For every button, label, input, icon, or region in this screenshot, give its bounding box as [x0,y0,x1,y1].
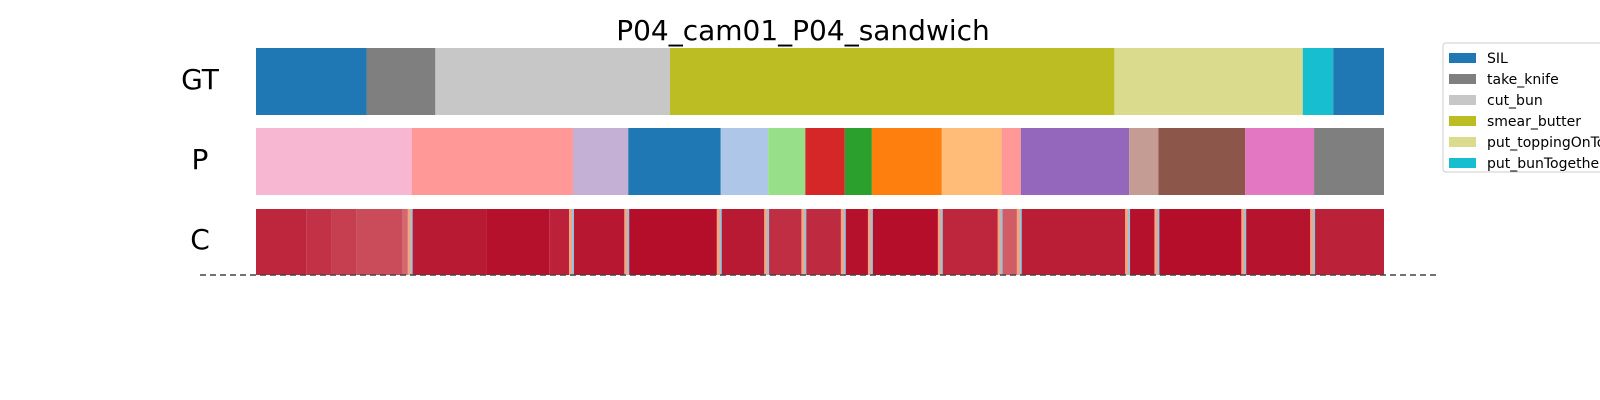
legend: SIL take_knife cut_bun smear_butter put_topp… [1442,42,1600,173]
confidence-boundary-3 [719,209,722,275]
confidence-segment-7 [549,209,573,275]
legend-label-smear_butter: smear_butter [1487,114,1581,130]
p-segment-15 [1314,128,1384,195]
confidence-boundary-glow-5 [801,209,806,275]
confidence-boundary-5 [804,209,807,275]
confidence-segment-19 [1158,209,1246,275]
confidence-boundary-8 [940,209,943,275]
legend-label-put_toppingOnTop: put_toppingOnTop [1487,135,1600,151]
confidence-segment-16 [1001,209,1021,275]
p-segment-5 [768,128,806,195]
confidence-boundary-7 [870,209,873,275]
confidence-segment-10 [720,209,769,275]
confidence-boundary-10 [1019,209,1022,275]
confidence-boundary-4 [767,209,770,275]
confidence-boundary-glow-0 [407,209,412,275]
legend-label-SIL: SIL [1487,51,1508,67]
confidence-segment-17 [1020,209,1130,275]
confidence-segment-8 [572,209,629,275]
confidence-boundary-glow-1 [568,209,573,275]
confidence-segment-9 [628,209,721,275]
confidence-boundary-2 [627,209,630,275]
confidence-segment-13 [844,209,872,275]
confidence-boundary-glow-12 [1154,209,1159,275]
legend-swatch-smear_butter [1449,116,1476,126]
confidence-boundary-glow-7 [867,209,872,275]
confidence-segment-2 [331,209,357,275]
confidence-boundary-9 [1000,209,1003,275]
gt-segment-smear_butter [669,48,1115,115]
confidence-segment-4 [402,209,412,275]
p-segment-7 [844,128,872,195]
prediction-row [256,128,1384,195]
legend-label-take_knife: take_knife [1487,72,1559,88]
confidence-segment-3 [356,209,403,275]
confidence-boundary-glow-8 [937,209,942,275]
legend-label-cut_bun: cut_bun [1487,93,1543,109]
confidence-boundary-0 [410,209,413,275]
confidence-segment-21 [1314,209,1384,275]
confidence-boundary-glow-13 [1241,209,1246,275]
p-segment-3 [628,128,721,195]
row-label-c: C [190,223,210,256]
confidence-segment-6 [486,209,550,275]
row-label-gt: GT [181,63,220,96]
gt-segment-put_bunTogether [1302,48,1334,115]
legend-label-put_bunTogether: put_bunTogether [1487,156,1600,172]
confidence-segment-5 [411,209,487,275]
confidence-boundary-glow-14 [1310,209,1315,275]
legend-swatch-cut_bun [1449,95,1476,105]
legend-swatch-SIL [1449,53,1476,63]
legend-swatch-put_toppingOnTop [1449,137,1476,147]
confidence-boundary-11 [1128,209,1131,275]
p-segment-0 [256,128,412,195]
confidence-boundary-glow-10 [1016,209,1021,275]
confidence-boundary-6 [843,209,846,275]
confidence-segment-15 [941,209,1002,275]
confidence-segment-1 [306,209,332,275]
confidence-boundary-13 [1244,209,1247,275]
confidence-segment-20 [1245,209,1315,275]
legend-swatch-take_knife [1449,74,1476,84]
p-segment-10 [1001,128,1021,195]
confidence-boundary-glow-9 [997,209,1002,275]
confidence-boundary-12 [1157,209,1160,275]
legend-swatch-put_bunTogether [1449,158,1476,168]
legend-frame [1442,42,1600,173]
gt-segment-cut_bun [435,48,670,115]
confidence-boundary-14 [1313,209,1316,275]
gt-segment-put_toppingOnTop [1114,48,1303,115]
confidence-segment-12 [805,209,845,275]
p-segment-8 [871,128,942,195]
p-segment-2 [572,128,629,195]
gt-row [256,48,1384,115]
gt-segment-take_knife [366,48,436,115]
confidence-segment-11 [768,209,806,275]
row-label-p: P [192,143,209,176]
gt-segment-SIL [256,48,367,115]
confidence-boundary-glow-3 [716,209,721,275]
confidence-boundary-glow-2 [624,209,629,275]
confidence-boundary-glow-11 [1125,209,1130,275]
gt-segment-SIL [1333,48,1384,115]
p-segment-4 [720,128,769,195]
confidence-boundary-glow-4 [764,209,769,275]
p-segment-11 [1020,128,1130,195]
confidence-segment-18 [1129,209,1159,275]
p-segment-1 [411,128,573,195]
confidence-segment-14 [871,209,942,275]
confidence-boundary-1 [571,209,574,275]
p-segment-14 [1245,128,1315,195]
p-segment-6 [805,128,845,195]
confidence-boundary-glow-6 [840,209,845,275]
confidence-segment-0 [256,209,307,275]
p-segment-13 [1158,128,1246,195]
p-segment-9 [941,128,1002,195]
chart-title: P04_cam01_P04_sandwich [616,14,990,47]
p-segment-12 [1129,128,1159,195]
confidence-row [256,209,1384,275]
